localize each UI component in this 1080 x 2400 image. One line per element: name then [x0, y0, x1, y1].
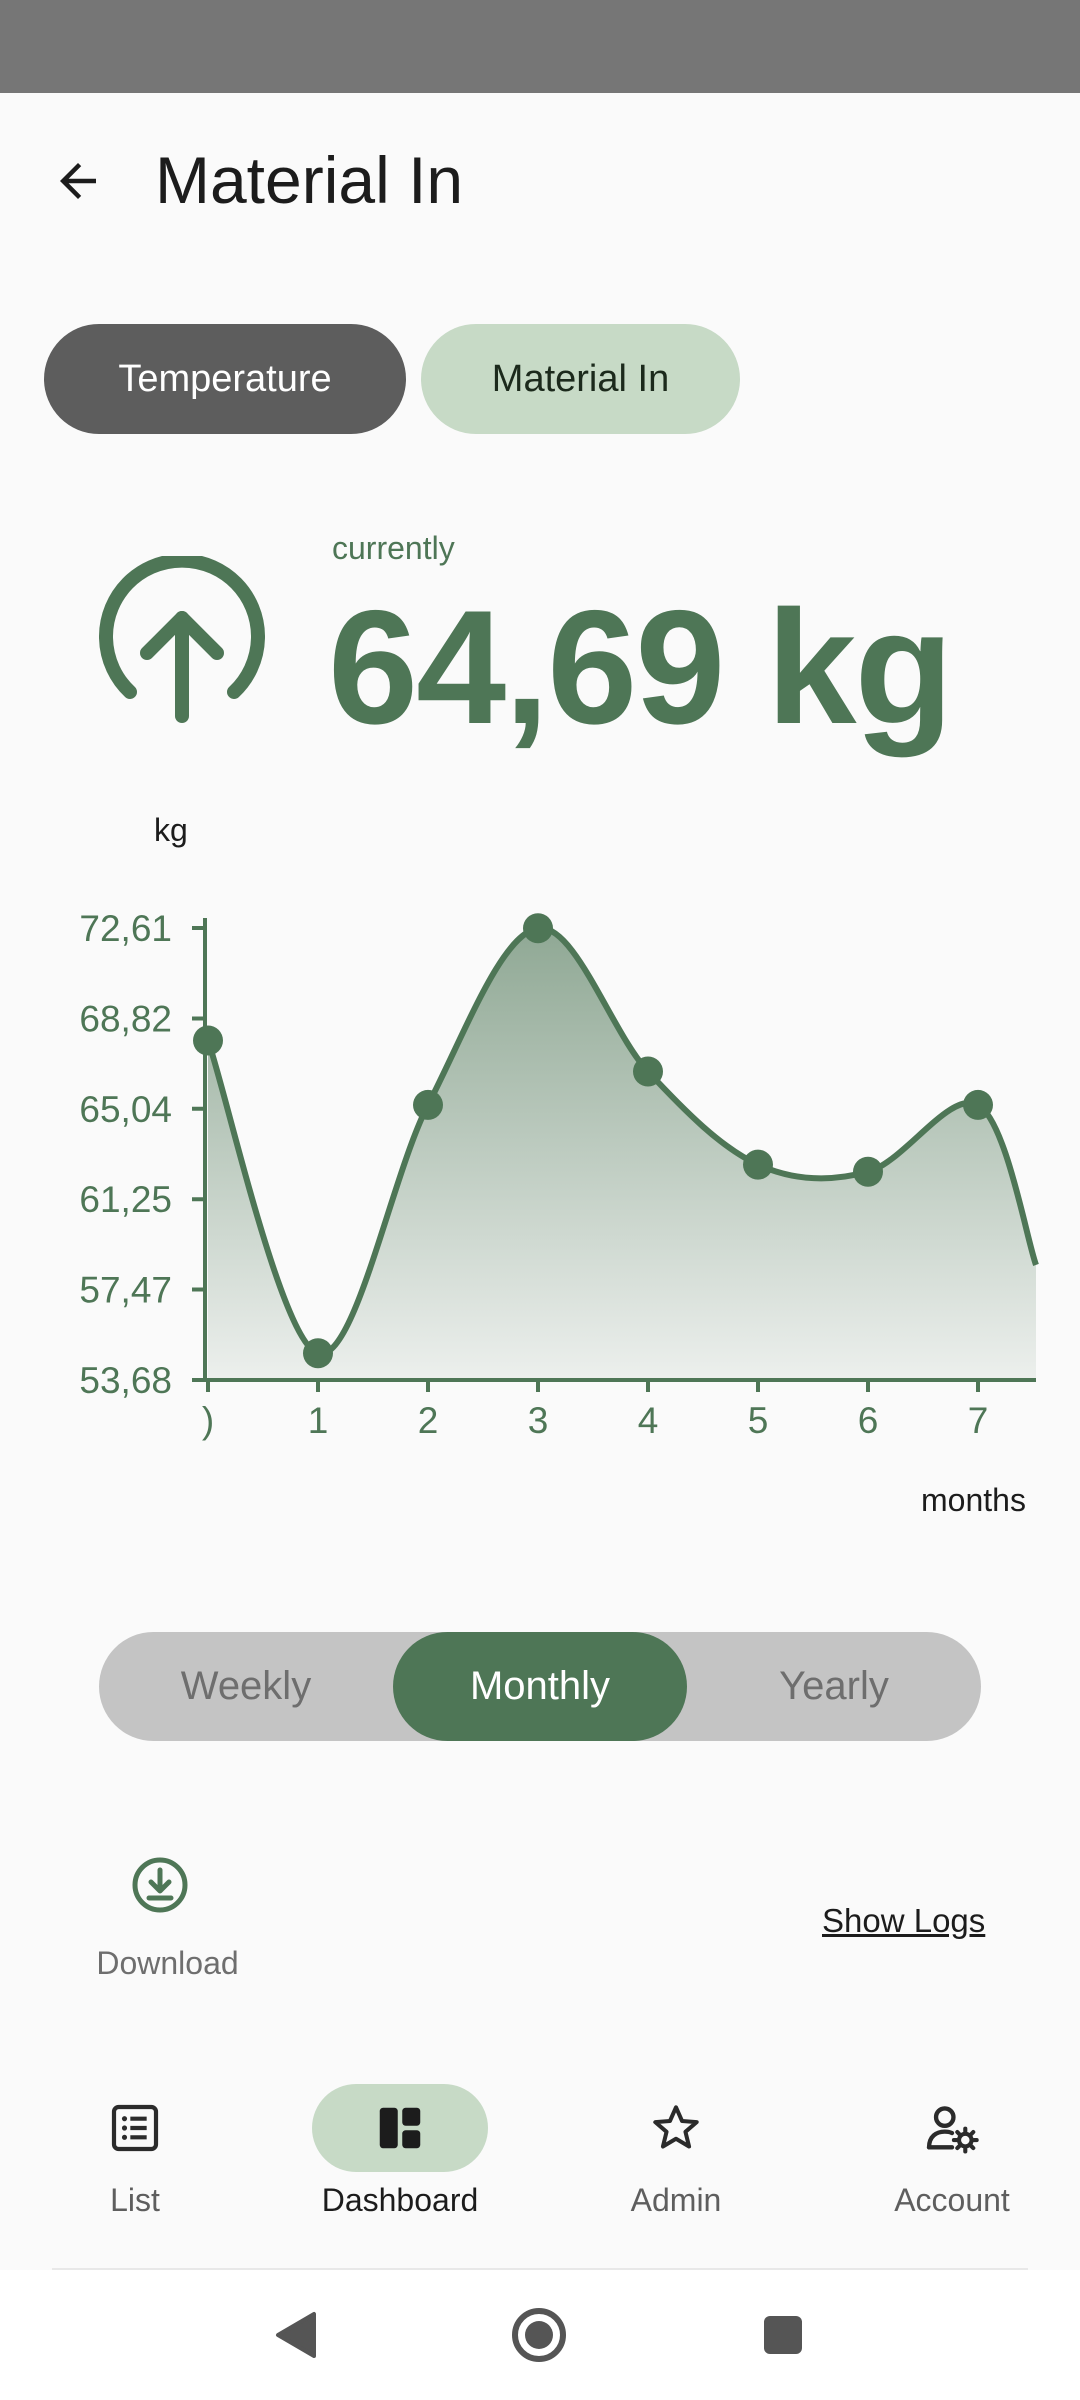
current-value: 64,69 kg — [328, 577, 953, 758]
nav-label-list: List — [110, 2182, 160, 2218]
app-bar: Material In — [0, 93, 1080, 268]
period-monthly[interactable]: Monthly — [393, 1632, 687, 1741]
chart-y-tick-label: 65,04 — [79, 1089, 172, 1130]
y-axis-label: kg — [154, 812, 188, 848]
chart-data-point — [523, 913, 553, 944]
nav-item-account[interactable]: Account — [817, 2060, 1080, 2268]
chart-y-tick-label: 53,68 — [79, 1360, 172, 1401]
triangle-back-icon — [276, 2312, 316, 2358]
account-settings-icon — [926, 2106, 979, 2154]
chart-y-tick-label: 57,47 — [79, 1270, 172, 1311]
system-home-button[interactable] — [506, 2302, 572, 2368]
chart-data-point — [413, 1089, 443, 1120]
current-label: currently — [332, 530, 455, 566]
page-title: Material In — [155, 143, 464, 217]
period-selector: Weekly Monthly Yearly — [99, 1632, 981, 1741]
chart-data-point — [633, 1056, 663, 1087]
material-in-chart: 72,61 68,82 65,04 61,25 57,47 53,68) 1 2 3 4 5 6 7 — [79, 908, 1039, 1441]
chart-x-tick-label: 7 — [968, 1400, 989, 1441]
nav-item-dashboard[interactable]: Dashboard — [265, 2060, 535, 2268]
chart-x-tick-label: 6 — [858, 1400, 879, 1441]
download-label: Download — [96, 1945, 239, 1981]
chart-x-tick-label: 1 — [308, 1400, 329, 1441]
period-yearly[interactable]: Yearly — [779, 1664, 889, 1708]
chart-data-point — [303, 1338, 333, 1369]
x-axis-label: months — [921, 1482, 1026, 1518]
nav-label-dashboard: Dashboard — [321, 2182, 479, 2218]
circle-home-icon — [512, 2308, 566, 2362]
nav-label-admin: Admin — [630, 2182, 722, 2218]
arrow-back-icon — [59, 162, 96, 199]
status-bar — [0, 0, 1080, 93]
chart-y-tick-label: 72,61 — [79, 908, 172, 949]
nav-item-list[interactable]: List — [0, 2060, 270, 2268]
chart-x-tick-label: 2 — [418, 1400, 439, 1441]
nav-item-admin[interactable]: Admin — [541, 2060, 811, 2268]
chart-x-tick-label: 5 — [748, 1400, 769, 1441]
system-navigation-bar — [0, 2270, 1080, 2400]
show-logs-link[interactable]: Show Logs — [822, 1902, 986, 1939]
list-icon — [111, 2104, 159, 2152]
dashboard-icon — [379, 2107, 421, 2149]
arrow-up-circle-icon — [99, 556, 265, 723]
download-circle-icon — [132, 1857, 188, 1913]
period-weekly[interactable]: Weekly — [180, 1664, 312, 1708]
system-back-button[interactable] — [262, 2302, 328, 2368]
star-icon — [653, 2105, 699, 2149]
chart-area-fill — [208, 928, 1036, 1380]
nav-label-account: Account — [894, 2182, 1010, 2218]
nav-divider — [52, 2268, 1028, 2270]
chart-data-point — [193, 1025, 223, 1056]
chip-material-in[interactable]: Material In — [421, 324, 740, 434]
chart-x-tick-label: ) — [202, 1400, 214, 1441]
chart-y-tick-label: 61,25 — [79, 1179, 172, 1220]
chip-temperature[interactable]: Temperature — [44, 324, 406, 434]
system-recents-button[interactable] — [750, 2302, 816, 2368]
chart-x-tick-label: 4 — [638, 1400, 659, 1441]
bottom-navigation: List Dashboard Admin — [0, 2060, 1080, 2268]
chart-data-point — [963, 1089, 993, 1120]
chart-data-point — [743, 1149, 773, 1180]
chart-x-tick-label: 3 — [528, 1400, 549, 1441]
square-recents-icon — [764, 2316, 802, 2354]
download-button[interactable]: Download — [80, 1855, 255, 1995]
chart-y-tick-label: 68,82 — [79, 998, 172, 1039]
chart-data-point — [853, 1156, 883, 1187]
back-button[interactable] — [40, 143, 115, 218]
